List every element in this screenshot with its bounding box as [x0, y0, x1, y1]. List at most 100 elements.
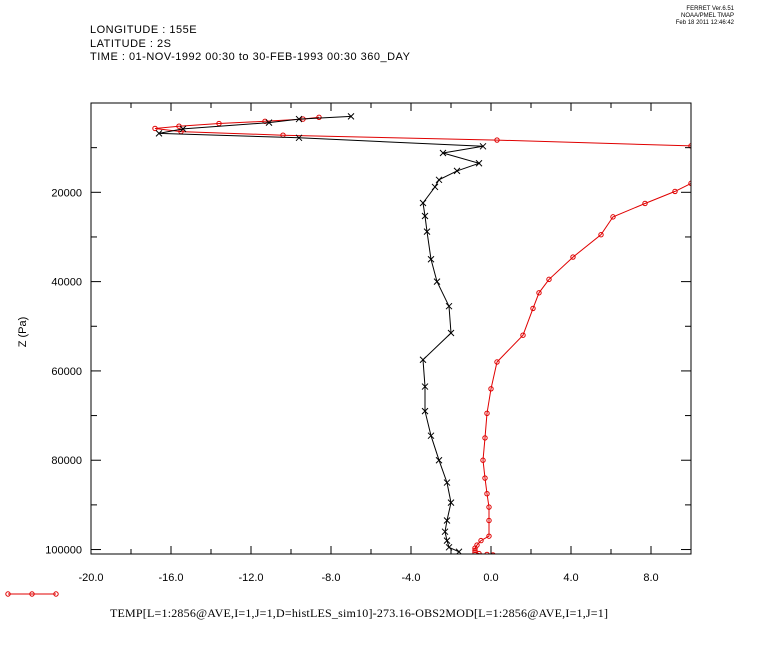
legend-marker [5, 591, 11, 597]
red-lower-point [484, 551, 490, 554]
black-point-stroke [427, 432, 435, 440]
y-tick-label: 80000 [51, 455, 82, 467]
black-point [435, 176, 443, 184]
black-point-stroke [435, 176, 443, 184]
black-point [479, 142, 487, 150]
black-point-stroke [445, 302, 453, 310]
red-lower-point [484, 491, 490, 497]
black-point [447, 499, 455, 507]
red-lower-point [484, 410, 490, 417]
x-tick-label: 0.0 [483, 572, 498, 584]
black-point-stroke [431, 183, 439, 191]
black-line [158, 115, 484, 553]
red-lower-point [488, 386, 494, 392]
y-tick-label: 40000 [51, 277, 82, 289]
red-upper-point [152, 125, 158, 132]
red-lower-point [610, 214, 616, 220]
black-point-stroke [443, 537, 451, 544]
black-point [421, 383, 429, 390]
red-lower-point [598, 232, 604, 238]
black-point [419, 199, 427, 207]
black-point-stroke [447, 499, 455, 507]
red-lower-point [482, 475, 488, 481]
black-point [441, 528, 449, 536]
red-upper-point [216, 120, 222, 127]
black-point [475, 159, 483, 167]
black-point-stroke [445, 543, 453, 551]
black-point-stroke [421, 407, 429, 415]
black-point [423, 228, 431, 235]
legend-marker [53, 591, 59, 597]
black-point [421, 407, 429, 415]
red-lower-point [520, 332, 526, 338]
red-lower-point [530, 305, 536, 312]
black-point [419, 356, 427, 364]
x-tick-label: -8.0 [322, 572, 341, 584]
black-point-stroke [295, 134, 303, 142]
black-point [347, 113, 355, 120]
header-time: TIME : 01-NOV-1992 00:30 to 30-FEB-1993 … [90, 51, 411, 63]
black-point [435, 456, 443, 464]
black-point-stroke [447, 329, 455, 337]
header-latitude: LATITUDE : 2S [90, 38, 172, 50]
black-point-stroke [441, 528, 449, 536]
y-axis-label: Z (Pa) [17, 317, 29, 348]
header-longitude: LONGITUDE : 155E [90, 24, 198, 36]
x-tick-label: -20.0 [78, 572, 103, 584]
black-point-stroke [155, 130, 163, 137]
red-lower-point [490, 552, 496, 554]
red-lower-point [486, 504, 492, 510]
red-lower-point [672, 188, 678, 195]
red-lower-point [570, 254, 576, 260]
black-point [443, 479, 451, 486]
x-tick-label: -16.0 [158, 572, 183, 584]
y-tick-label: 60000 [51, 366, 82, 378]
black-point-stroke [479, 142, 487, 150]
red-lower-point [536, 290, 542, 296]
black-point-stroke [427, 255, 435, 263]
red-lower-point [472, 547, 478, 554]
legend [5, 591, 59, 597]
black-point-stroke [347, 113, 355, 120]
red-upper-point [316, 114, 322, 120]
ferret-stamp: FERRET Ver.6.51 NOAA/PMEL TMAP Feb 18 20… [614, 6, 734, 27]
x-tick-label: -12.0 [238, 572, 263, 584]
black-point [427, 432, 435, 440]
black-point [453, 167, 461, 175]
legend-marker [29, 591, 35, 597]
black-point-stroke [419, 356, 427, 364]
red-upper-line [154, 116, 691, 147]
black-point-stroke [435, 456, 443, 464]
black-point-stroke [421, 383, 429, 390]
black-point-stroke [421, 212, 429, 220]
x-tick-label: -4.0 [402, 572, 421, 584]
red-lower-point [480, 457, 486, 463]
plot-frame [90, 102, 692, 555]
axis-layer: -20.0 -16.0 -12.0 -8.0 -4.0 0.0 4.0 8.0 20000 400… [45, 102, 692, 584]
black-point-stroke [419, 199, 427, 207]
black-point [447, 329, 455, 337]
black-point-stroke [423, 228, 431, 235]
black-point [421, 212, 429, 220]
red-upper-point [176, 123, 182, 129]
y-tick-label: 100000 [45, 545, 82, 557]
black-point-stroke [179, 125, 187, 133]
red-lower-point [642, 200, 648, 207]
black-point-stroke [439, 149, 447, 157]
stamp-line-2: NOAA/PMEL TMAP [680, 13, 734, 19]
black-point [295, 115, 303, 123]
black-point [155, 130, 163, 137]
red-upper-point [494, 137, 500, 143]
red-lower-point [486, 533, 492, 539]
black-point [443, 517, 451, 524]
black-point-stroke [265, 119, 273, 127]
x-tick-label: 8.0 [643, 572, 658, 584]
stamp-line-1: FERRET Ver.6.51 [686, 6, 734, 12]
red-lower-point [546, 276, 552, 283]
x-axis-label: TEMP[L=1:2856@AVE,I=1,J=1,D=histLES_sim1… [110, 606, 609, 620]
black-point [439, 149, 447, 157]
stamp-line-3: Feb 18 2011 12:46:42 [675, 20, 734, 26]
red-lower-line [474, 182, 691, 554]
red-lower-point [478, 537, 484, 544]
